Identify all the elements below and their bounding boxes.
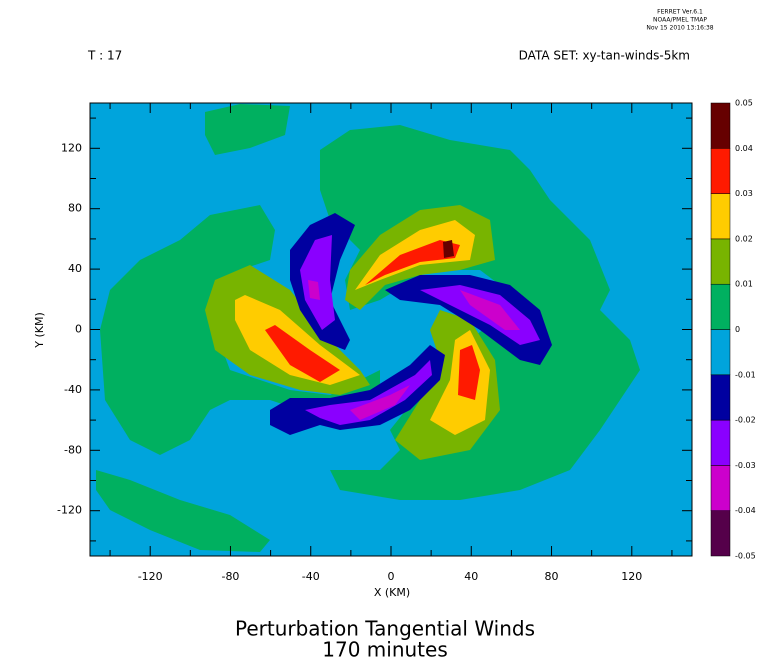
colorbar-label: 0.03 [735, 189, 753, 198]
colorbar-swatch [710, 510, 731, 557]
band [96, 470, 270, 552]
band [365, 240, 460, 285]
band [265, 325, 340, 382]
date: Nov 15 2010 13:16:38 [646, 25, 713, 32]
band [385, 275, 552, 365]
x-tick-label: -120 [138, 570, 163, 583]
chart-title: Perturbation Tangential Winds [235, 617, 535, 641]
colorbar-label: 0.05 [735, 99, 753, 108]
dataset-label: DATA SET: xy-tan-winds-5km [519, 49, 690, 63]
colorbar-label: -0.03 [735, 461, 756, 470]
band [308, 280, 320, 300]
y-tick-label: 0 [75, 323, 82, 336]
x-axis-label: X (KM) [374, 586, 410, 599]
version: FERRET Ver.6.1 [657, 9, 703, 16]
band [458, 345, 480, 400]
colorbar-label: -0.05 [735, 552, 756, 561]
band [305, 360, 432, 425]
y-tick-label: 80 [68, 202, 82, 215]
x-tick-label: 80 [545, 570, 559, 583]
x-tick-label: -80 [221, 570, 239, 583]
colorbar-swatch [710, 238, 731, 285]
band [350, 385, 410, 420]
band [460, 290, 520, 330]
colorbar-label: -0.02 [735, 416, 756, 425]
colorbar-swatch [710, 102, 731, 149]
x-tick-label: 40 [464, 570, 478, 583]
y-tick-label: 120 [61, 141, 82, 154]
band [320, 125, 640, 500]
colorbar-swatch [710, 419, 731, 466]
colorbar-swatch [710, 329, 731, 376]
colorbar-swatch [710, 283, 731, 330]
colorbar-swatch [710, 465, 731, 511]
org: NOAA/PMEL TMAP [653, 17, 707, 24]
band [100, 205, 380, 455]
colorbar-label: 0.01 [735, 280, 753, 289]
band [443, 240, 454, 258]
colorbar-label: -0.01 [735, 370, 756, 379]
y-tick-label: -40 [64, 383, 82, 396]
y-tick-label: 40 [68, 262, 82, 275]
y-tick-label: -120 [57, 504, 82, 517]
colorbar-swatch [710, 374, 731, 421]
chart-subtitle: 170 minutes [322, 638, 448, 662]
colorbar-swatch [710, 193, 731, 240]
x-tick-label: 120 [621, 570, 642, 583]
colorbar-label: 0.04 [735, 144, 753, 153]
contour-field [90, 103, 692, 556]
x-tick-label: 0 [388, 570, 395, 583]
colorbar-label: -0.04 [735, 506, 756, 515]
y-axis-label: Y (KM) [33, 312, 46, 349]
time-label: T : 17 [87, 49, 122, 63]
band [205, 104, 290, 155]
colorbar-label: 0.02 [735, 234, 753, 243]
colorbar-label: 0 [735, 325, 740, 334]
x-tick-label: -40 [302, 570, 320, 583]
y-tick-label: -80 [64, 443, 82, 456]
colorbar-swatch [710, 148, 731, 194]
